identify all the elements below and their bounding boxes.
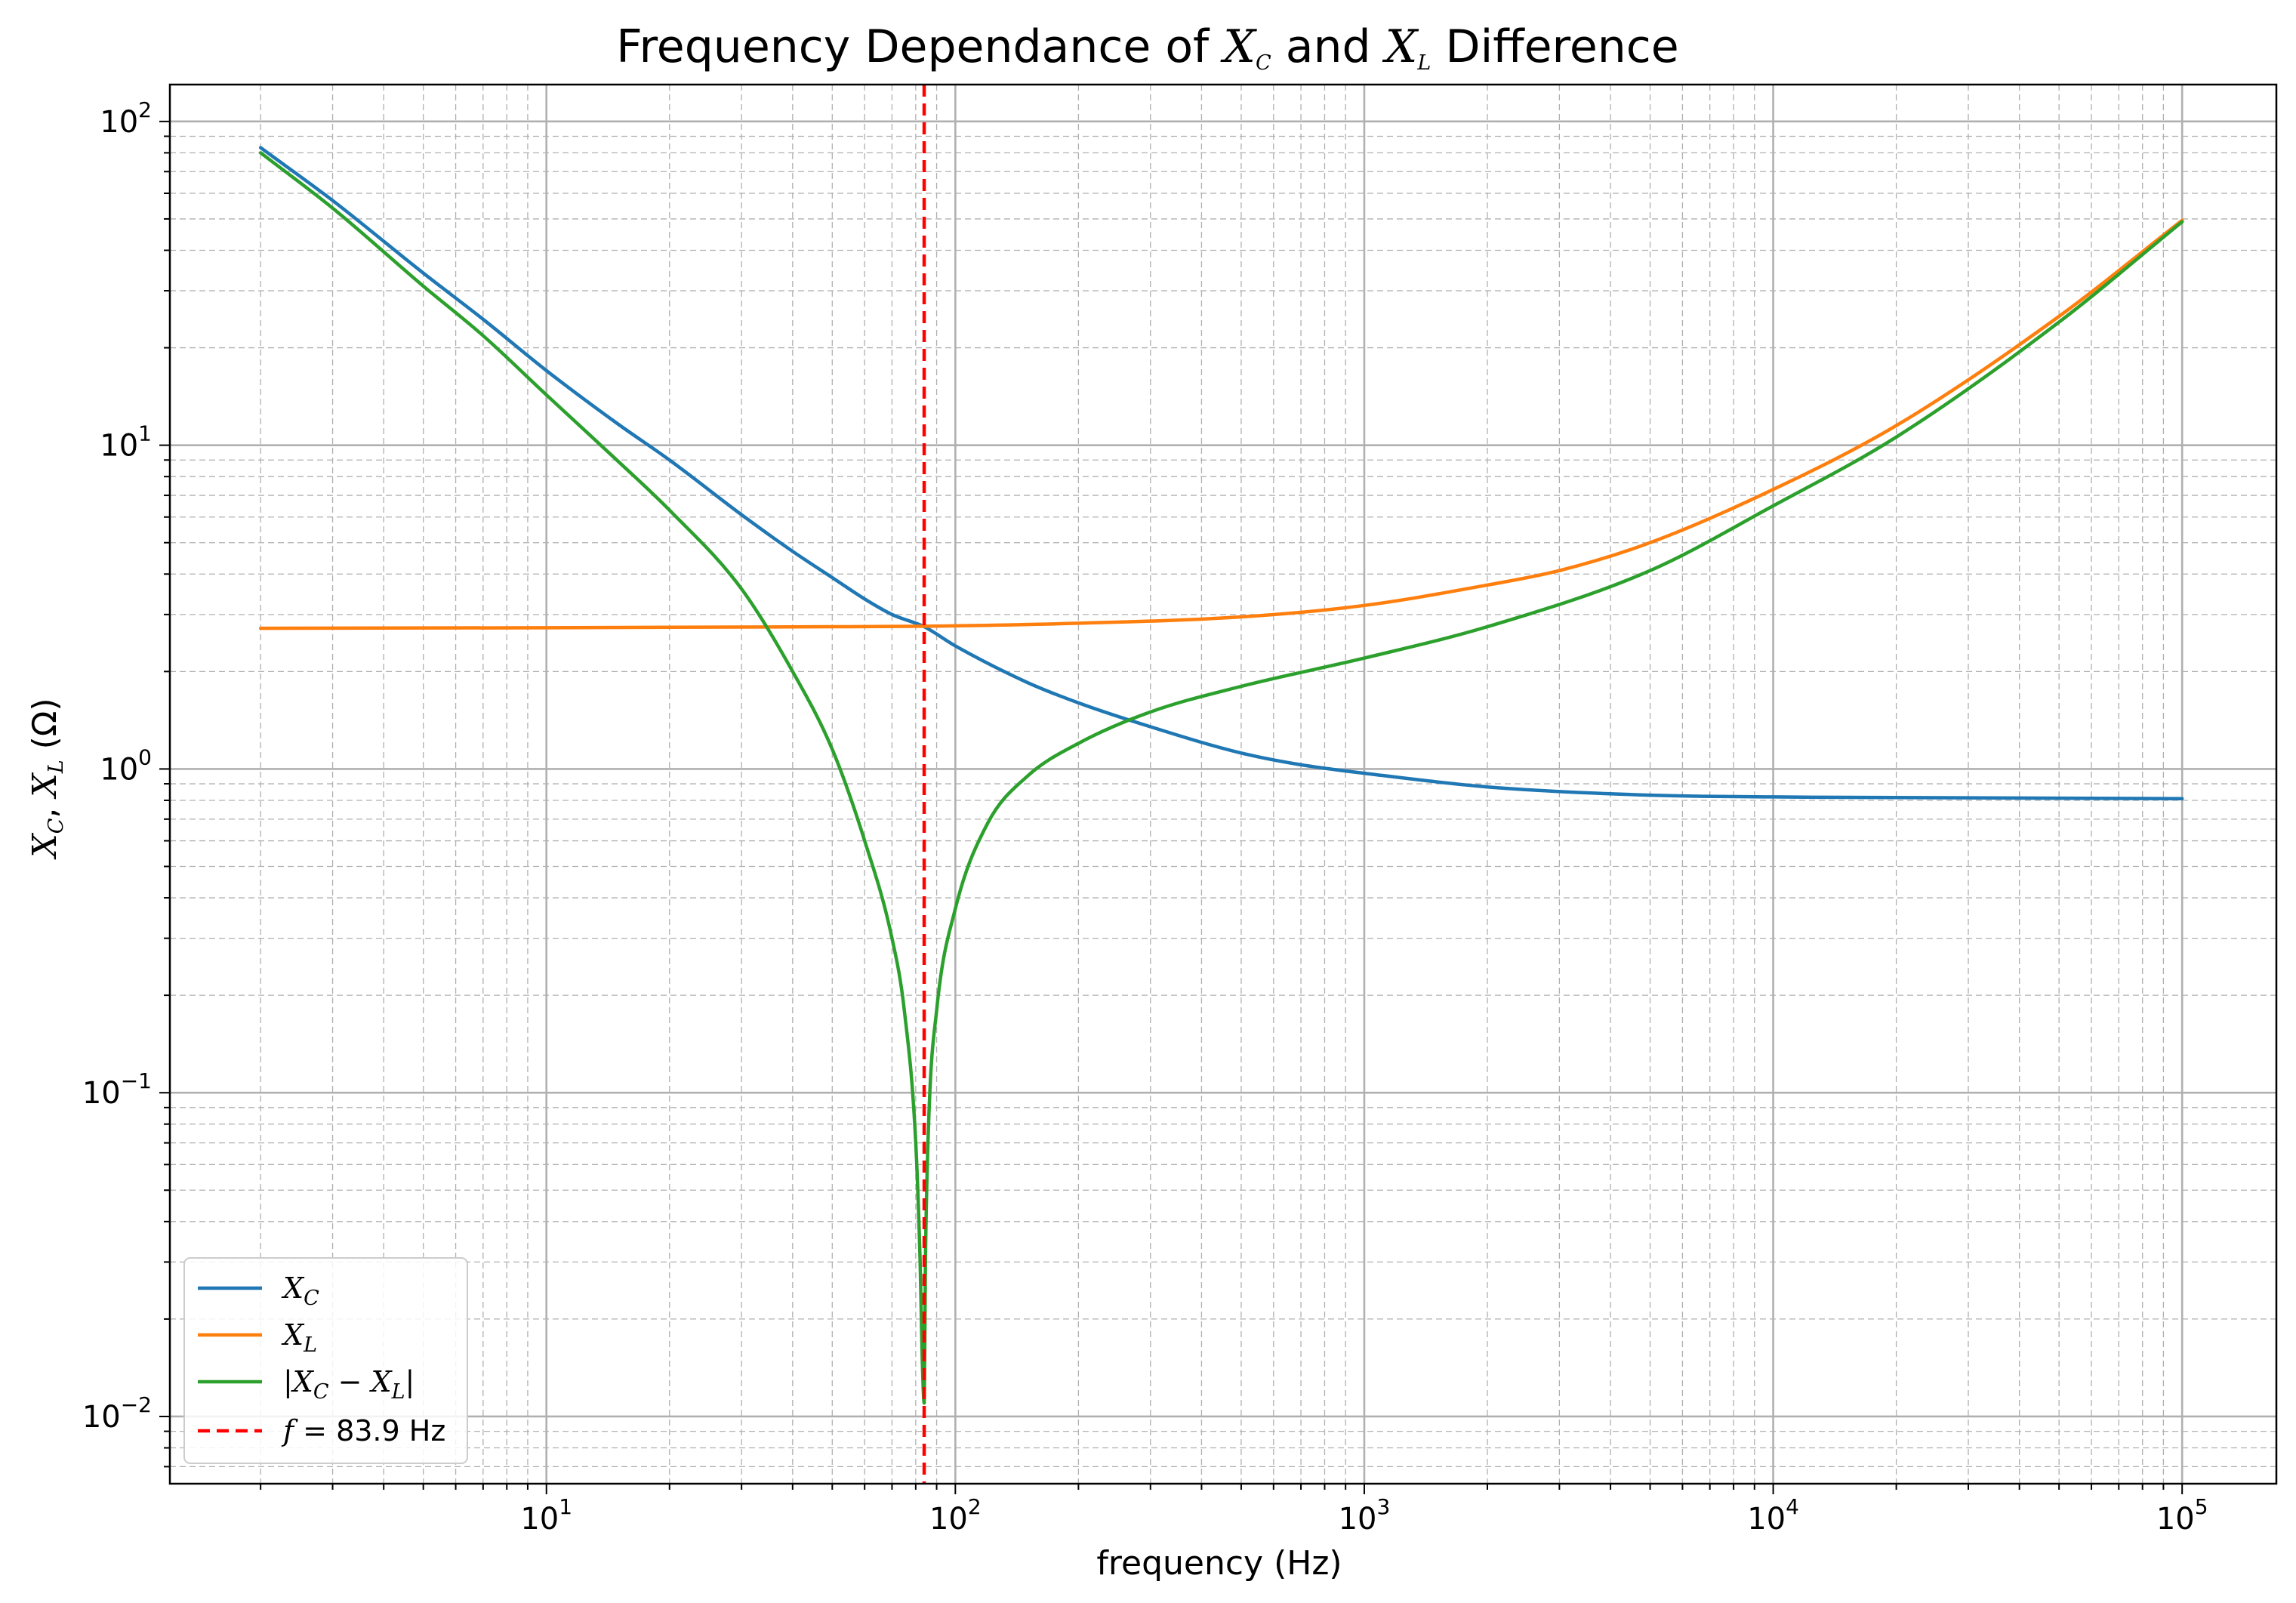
legend-label-difference: |XC − XL| (283, 1365, 415, 1404)
legend-entry-difference: |XC − XL| (198, 1365, 415, 1404)
legend-entry-resonance: f = 83.9 Hz (198, 1414, 445, 1447)
legend-box (183, 1257, 468, 1464)
y-axis-label: XC, XL (Ω) (26, 698, 68, 859)
legend-label-xc: XC (281, 1272, 319, 1310)
legend-entry-xc: XC (198, 1272, 319, 1310)
y-tick-label: 101 (100, 421, 152, 464)
x-tick-label: 105 (2156, 1494, 2208, 1537)
chart-title: Frequency Dependance of XC and XL Differ… (616, 20, 1678, 75)
legend-label-xl: XL (281, 1318, 317, 1357)
legend-label-resonance: f = 83.9 Hz (281, 1414, 445, 1447)
x-tick-label: 104 (1747, 1494, 1799, 1537)
series-xl-line (258, 218, 2184, 630)
plot-series (258, 85, 2184, 1484)
legend-entry-xl: XL (198, 1318, 317, 1357)
grid (170, 85, 2276, 1484)
y-tick-label: 10−2 (82, 1392, 152, 1435)
y-tick-label: 100 (100, 744, 152, 787)
plot-area-frame (168, 83, 2278, 1485)
axis-ticks: 101 102 103 104 105 10−2 10−1 100 101 102 (82, 97, 2208, 1537)
x-tick-label: 101 (520, 1494, 572, 1537)
x-tick-label: 102 (929, 1494, 982, 1537)
legend: XC XL |XC − XL| f = 83.9 Hz (183, 1257, 468, 1464)
x-axis-label: frequency (Hz) (1096, 1544, 1342, 1583)
series-xc-line (258, 146, 2184, 800)
y-tick-label: 10−1 (82, 1068, 152, 1111)
y-tick-label: 102 (100, 97, 152, 140)
x-tick-label: 103 (1339, 1494, 1391, 1537)
